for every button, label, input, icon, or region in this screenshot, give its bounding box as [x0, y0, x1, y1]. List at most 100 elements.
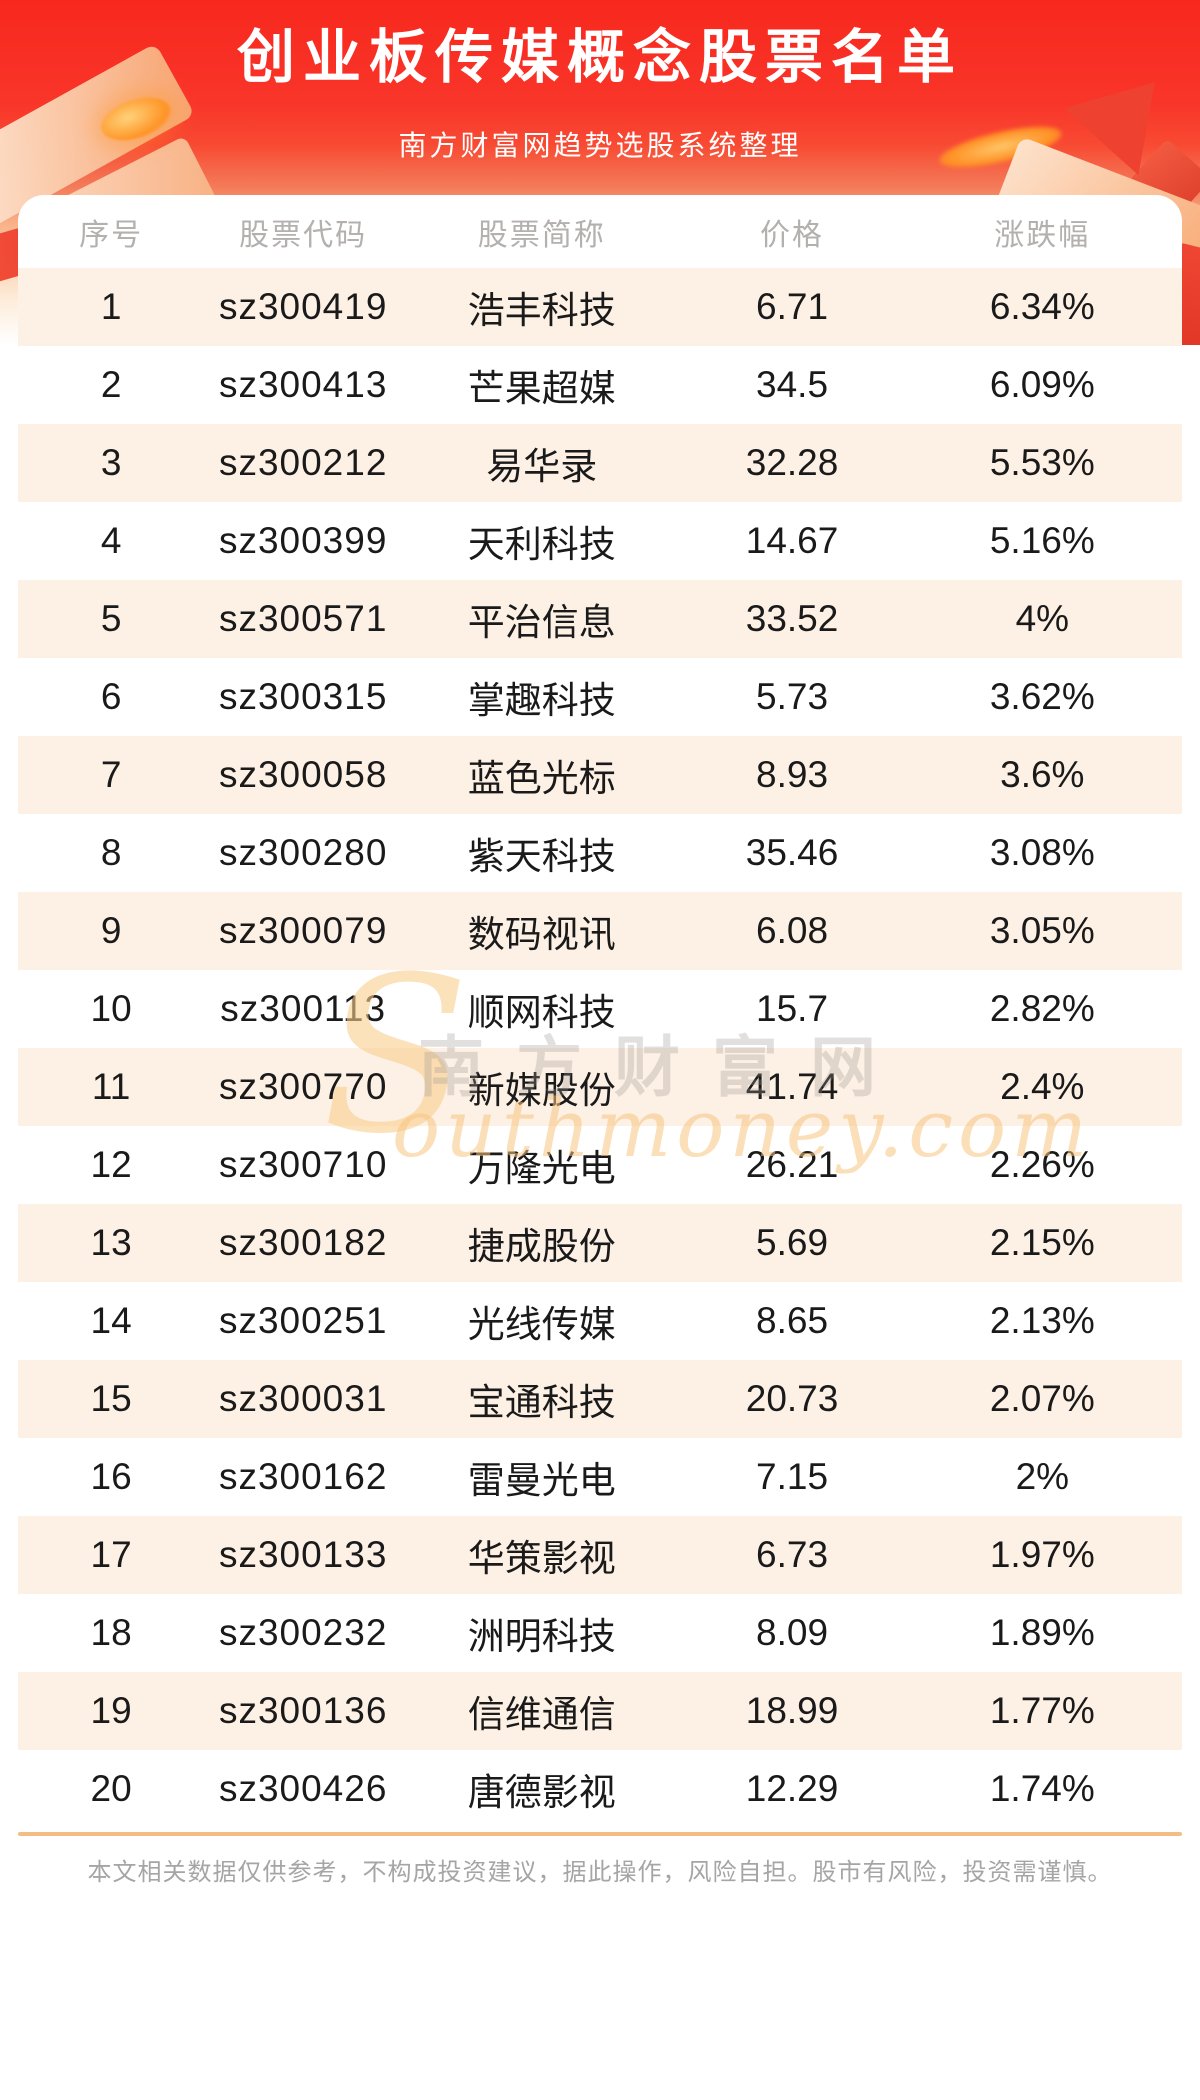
cell-code: sz300136 [218, 1690, 388, 1731]
cell-name: 华策影视 [467, 1538, 616, 1579]
table-row: 3 sz300212 易华录 32.28 5.53% [18, 424, 1182, 502]
cell-code: sz300710 [218, 1144, 388, 1185]
cell-change: 1.97% [989, 1534, 1095, 1575]
cell-change: 3.05% [989, 910, 1095, 951]
cell-name: 光线传媒 [467, 1304, 616, 1345]
table-row: 18 sz300232 洲明科技 8.09 1.89% [18, 1594, 1182, 1672]
table-row: 4 sz300399 天利科技 14.67 5.16% [18, 502, 1182, 580]
cell-name: 洲明科技 [467, 1616, 616, 1657]
cell-price: 7.15 [756, 1456, 829, 1497]
cell-price: 12.29 [745, 1768, 839, 1809]
cell-index: 20 [90, 1768, 132, 1809]
cell-name: 万隆光电 [467, 1148, 616, 1189]
cell-name: 紫天科技 [467, 836, 616, 877]
cell-price: 8.09 [756, 1612, 829, 1653]
cell-index: 15 [90, 1378, 132, 1419]
cell-name: 新媒股份 [467, 1070, 616, 1111]
table-row: 7 sz300058 蓝色光标 8.93 3.6% [18, 736, 1182, 814]
cell-name: 唐德影视 [467, 1772, 616, 1813]
cell-index: 19 [90, 1690, 132, 1731]
table-row: 8 sz300280 紫天科技 35.46 3.08% [18, 814, 1182, 892]
cell-index: 16 [90, 1456, 132, 1497]
footer-divider [18, 1832, 1182, 1836]
cell-code: sz300031 [218, 1378, 388, 1419]
cell-name: 天利科技 [467, 524, 616, 565]
cell-change: 3.08% [989, 832, 1095, 873]
page-title: 创业板传媒概念股票名单 [236, 25, 963, 90]
cell-index: 4 [100, 520, 122, 561]
table-row: 19 sz300136 信维通信 18.99 1.77% [18, 1672, 1182, 1750]
cell-change: 5.16% [989, 520, 1095, 561]
cell-change: 2.13% [989, 1300, 1095, 1341]
cell-change: 2% [1015, 1456, 1070, 1497]
cell-index: 10 [90, 988, 132, 1029]
cell-change: 3.6% [1000, 754, 1085, 795]
cell-price: 41.74 [745, 1066, 839, 1107]
cell-name: 数码视讯 [467, 914, 616, 955]
cell-change: 3.62% [989, 676, 1095, 717]
cell-code: sz300113 [220, 988, 387, 1029]
cell-name: 浩丰科技 [467, 290, 616, 331]
cell-name: 易华录 [486, 446, 598, 487]
cell-code: sz300162 [218, 1456, 388, 1497]
cell-price: 34.5 [756, 364, 829, 405]
cell-code: sz300419 [218, 286, 388, 327]
stock-table: 序号 股票代码 股票简称 价格 涨跌幅 1 sz300419 浩丰科技 6.71 6.3… [18, 195, 1182, 1828]
table-row: 20 sz300426 唐德影视 12.29 1.74% [18, 1750, 1182, 1828]
cell-code: sz300232 [218, 1612, 388, 1653]
disclaimer-text: 本文相关数据仅供参考，不构成投资建议，据此操作，风险自担。股市有风险，投资需谨慎… [87, 1859, 1113, 1886]
table-row: 1 sz300419 浩丰科技 6.71 6.34% [18, 268, 1182, 346]
cell-index: 18 [90, 1612, 132, 1653]
column-header-price: 价格 [760, 218, 825, 252]
cell-change: 5.53% [989, 442, 1095, 483]
cell-price: 18.99 [745, 1690, 839, 1731]
column-header-name: 股票简称 [477, 218, 606, 252]
table-row: 17 sz300133 华策影视 6.73 1.97% [18, 1516, 1182, 1594]
cell-change: 2.4% [1000, 1066, 1085, 1107]
table-header-row: 序号 股票代码 股票简称 价格 涨跌幅 [18, 195, 1182, 268]
table-row: 16 sz300162 雷曼光电 7.15 2% [18, 1438, 1182, 1516]
cell-name: 信维通信 [467, 1694, 616, 1735]
cell-code: sz300426 [218, 1768, 388, 1809]
cell-change: 6.09% [989, 364, 1095, 405]
column-header-change: 涨跌幅 [994, 218, 1091, 252]
cell-name: 掌趣科技 [467, 680, 616, 721]
column-header-code: 股票代码 [239, 218, 368, 252]
cell-code: sz300571 [218, 598, 388, 639]
cell-change: 2.07% [989, 1378, 1095, 1419]
cell-name: 平治信息 [467, 602, 616, 643]
cell-index: 13 [90, 1222, 132, 1263]
cell-price: 15.7 [756, 988, 829, 1029]
cell-code: sz300182 [218, 1222, 388, 1263]
cell-price: 20.73 [745, 1378, 839, 1419]
cell-price: 8.65 [756, 1300, 829, 1341]
cell-index: 6 [100, 676, 122, 717]
cell-price: 14.67 [745, 520, 839, 561]
cell-index: 1 [100, 286, 122, 327]
cell-price: 6.08 [756, 910, 829, 951]
cell-name: 芒果超媒 [467, 368, 616, 409]
cell-price: 26.21 [745, 1144, 839, 1185]
cell-code: sz300058 [218, 754, 388, 795]
table-row: 12 sz300710 万隆光电 26.21 2.26% [18, 1126, 1182, 1204]
cell-change: 2.26% [989, 1144, 1095, 1185]
column-header-index: 序号 [79, 218, 144, 252]
table-body: 1 sz300419 浩丰科技 6.71 6.34% 2 sz300413 芒果超媒 34.5 6… [18, 268, 1182, 1828]
table-row: 9 sz300079 数码视讯 6.08 3.05% [18, 892, 1182, 970]
cell-name: 雷曼光电 [467, 1460, 616, 1501]
cell-index: 2 [100, 364, 122, 405]
cell-price: 8.93 [756, 754, 829, 795]
cell-change: 1.74% [989, 1768, 1095, 1809]
cell-price: 6.71 [756, 286, 829, 327]
cell-index: 3 [100, 442, 122, 483]
cell-index: 9 [100, 910, 122, 951]
cell-index: 17 [90, 1534, 132, 1575]
table-row: 10 sz300113 顺网科技 15.7 2.82% [18, 970, 1182, 1048]
cell-index: 11 [91, 1066, 131, 1107]
cell-change: 2.15% [989, 1222, 1095, 1263]
cell-index: 5 [100, 598, 122, 639]
cell-code: sz300413 [218, 364, 388, 405]
cell-code: sz300251 [218, 1300, 388, 1341]
cell-change: 1.89% [989, 1612, 1095, 1653]
cell-index: 7 [100, 754, 122, 795]
